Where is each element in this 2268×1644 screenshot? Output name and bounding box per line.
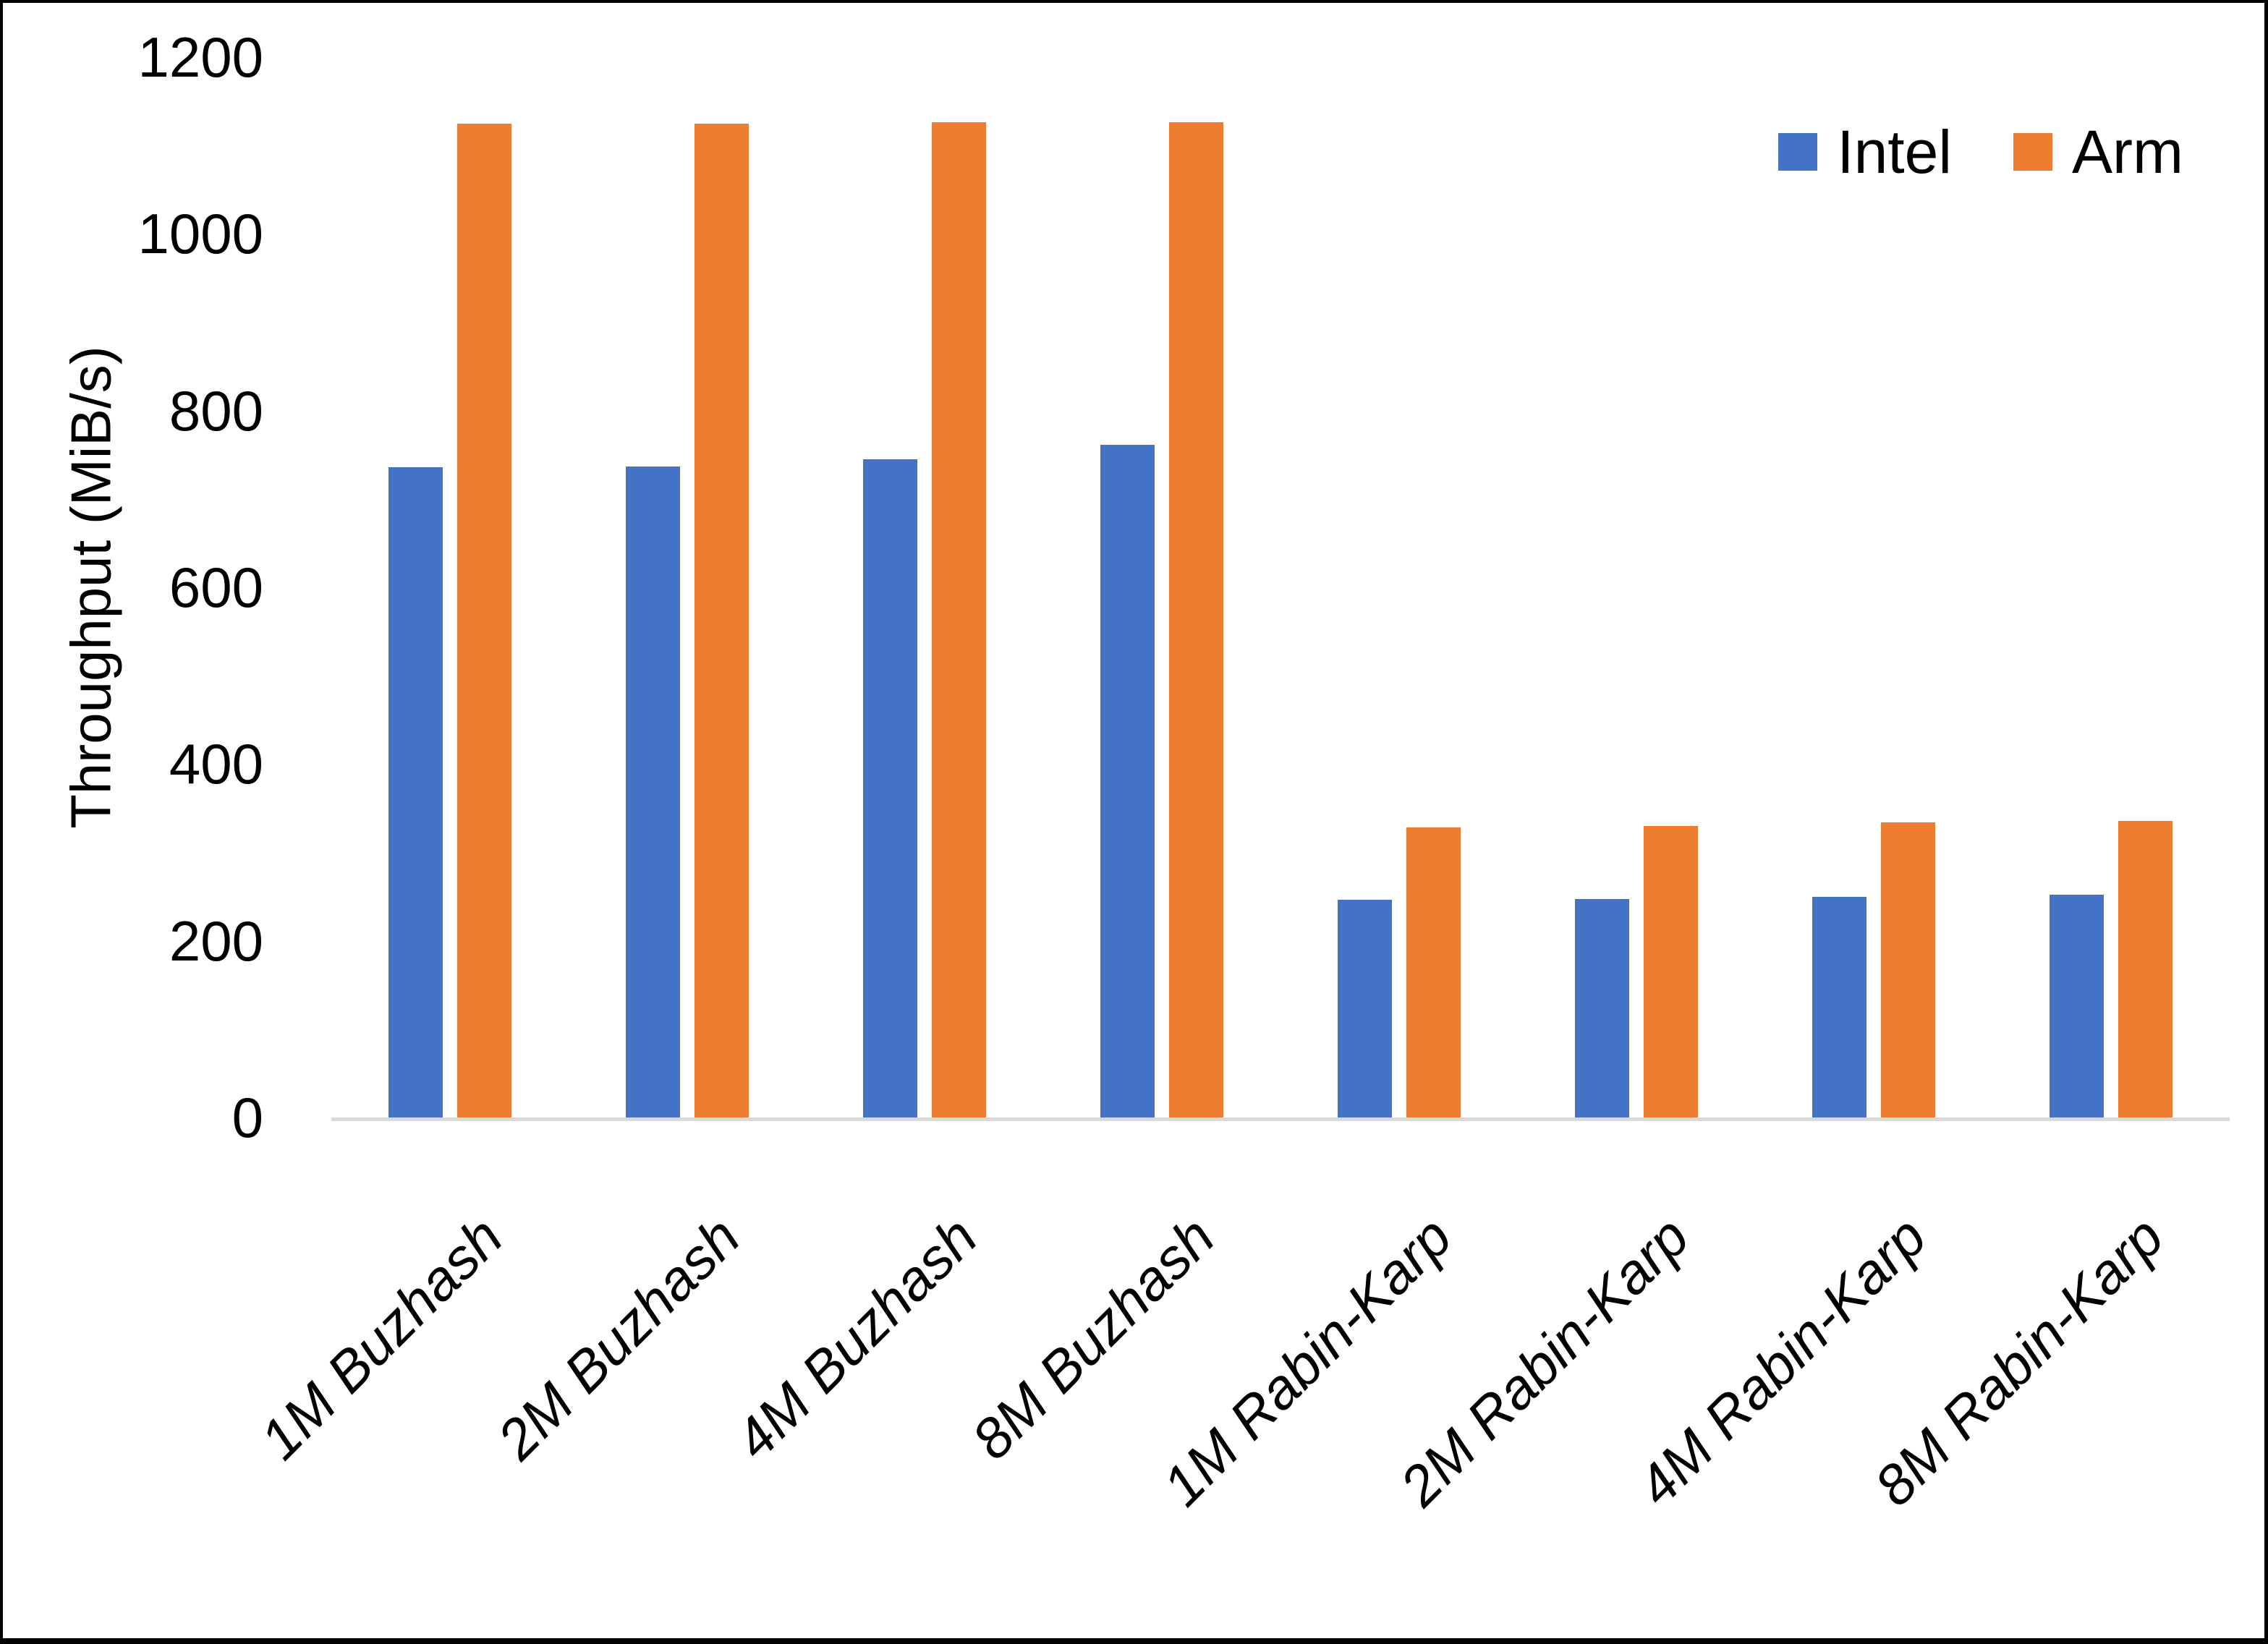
bar-arm-4m-rabin-karp	[1881, 822, 1935, 1117]
bar-intel-4m-buzhash	[863, 459, 917, 1117]
x-axis-label: 2M Buzhash	[485, 1204, 752, 1472]
bar-intel-2m-rabin-karp	[1575, 899, 1629, 1117]
category-group-2m-buzhash	[569, 57, 806, 1117]
legend-item-intel: Intel	[1778, 117, 1952, 187]
bar-arm-2m-rabin-karp	[1644, 825, 1698, 1117]
bar-arm-8m-rabin-karp	[2118, 820, 2173, 1117]
y-axis-tick-label: 0	[232, 1086, 263, 1149]
bar-intel-8m-rabin-karp	[2050, 895, 2104, 1117]
legend-label: Intel	[1837, 117, 1953, 186]
legend-label: Arm	[2072, 117, 2183, 186]
y-axis-tick-label: 400	[169, 732, 263, 796]
y-axis-tick-label: 1200	[137, 25, 263, 89]
category-group-2m-rabin-karp	[1518, 57, 1755, 1117]
y-axis-tick-label: 1000	[137, 202, 263, 266]
plot-area	[331, 57, 2230, 1121]
bar-arm-1m-rabin-karp	[1406, 827, 1461, 1117]
bar-arm-1m-buzhash	[457, 123, 511, 1117]
legend-color-swatch-intel	[1778, 133, 1818, 171]
legend: Intel Arm	[1778, 117, 2183, 187]
category-group-4m-rabin-karp	[1755, 57, 1992, 1117]
y-axis-tick-label: 800	[169, 378, 263, 443]
legend-item-arm: Arm	[2013, 117, 2183, 187]
bar-arm-2m-buzhash	[695, 123, 749, 1117]
x-axis-label: 4M Buzhash	[722, 1204, 990, 1472]
bar-arm-8m-buzhash	[1169, 122, 1223, 1117]
bar-intel-4m-rabin-karp	[1812, 896, 1866, 1117]
category-group-4m-buzhash	[806, 57, 1043, 1117]
y-axis-tick-label: 600	[169, 555, 263, 619]
category-group-8m-buzhash	[1043, 57, 1280, 1117]
x-axis-label: 1M Buzhash	[247, 1204, 515, 1472]
bar-groups	[331, 57, 2230, 1117]
bar-arm-4m-buzhash	[932, 122, 986, 1117]
bar-intel-8m-buzhash	[1100, 445, 1155, 1117]
bar-intel-1m-rabin-karp	[1338, 900, 1392, 1117]
category-group-1m-rabin-karp	[1280, 57, 1518, 1117]
category-group-1m-buzhash	[331, 57, 569, 1117]
y-axis-tick-label: 200	[169, 908, 263, 973]
x-axis-label: 8M Buzhash	[959, 1204, 1227, 1472]
bar-intel-2m-buzhash	[626, 466, 680, 1117]
category-group-8m-rabin-karp	[1992, 57, 2230, 1117]
legend-color-swatch-arm	[2013, 133, 2053, 171]
bar-intel-1m-buzhash	[388, 467, 443, 1117]
